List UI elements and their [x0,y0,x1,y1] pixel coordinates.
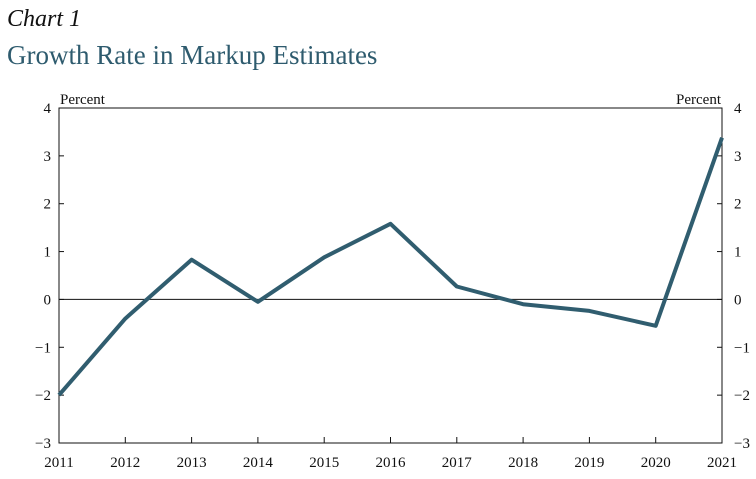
ticks-layer: 4 4 3 3 2 2 1 1 0 0 −1 −1 −2 −2 −3 −3 2011 2012 2013 2014 20… [35,101,750,471]
x-tick-label: 2015 [309,455,339,471]
chart-title: Growth Rate in Markup Estimates [7,40,378,70]
x-tick-label: 2012 [110,455,140,471]
y-tick-label-right: 0 [734,292,742,308]
series-layer [57,137,724,397]
y-tick-label-right: −1 [734,340,750,356]
y-tick-label-right: −2 [734,388,750,404]
plot-frame [58,107,723,444]
chart-number: Chart 1 [7,6,82,32]
y-tick-label-right: 3 [734,149,742,165]
x-tick-label: 2014 [243,455,274,471]
y-tick-label-left: 1 [44,245,52,261]
y-tick-label-right: 2 [734,197,742,213]
y-tick-label-left: 4 [44,101,52,117]
y-tick-label-left: 3 [44,149,52,165]
right-axis-unit-label: Percent [676,92,722,108]
x-tick-label: 2017 [442,455,473,471]
x-tick-label: 2018 [508,455,538,471]
y-tick-label-left: 2 [44,197,52,213]
y-tick-label-right: 4 [734,101,742,117]
y-tick-label-right: 1 [734,245,742,261]
left-axis-unit-label: Percent [60,92,106,108]
y-tick-label-left: −3 [35,436,51,452]
x-tick-label: 2013 [177,455,207,471]
x-tick-label: 2011 [44,455,73,471]
x-tick-label: 2020 [641,455,671,471]
axes-layer [58,107,723,444]
x-tick-label: 2019 [574,455,604,471]
y-tick-label-left: 0 [44,292,52,308]
y-tick-label-right: −3 [734,436,750,452]
x-tick-label: 2016 [376,455,407,471]
series-line [57,137,724,397]
x-tick-label: 2021 [707,455,737,471]
y-tick-label-left: −1 [35,340,51,356]
y-tick-label-left: −2 [35,388,51,404]
